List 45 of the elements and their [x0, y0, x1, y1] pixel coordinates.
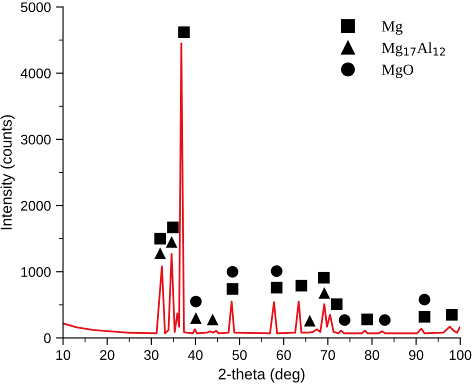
point: [318, 287, 330, 299]
legend-label: MgO: [382, 64, 414, 78]
point: [296, 280, 308, 292]
point: [270, 282, 282, 294]
y-tick-label: 1000: [21, 267, 51, 277]
y-tick-label: 4000: [20, 68, 51, 78]
x-tick-label: 40: [188, 350, 203, 360]
y-tick-label: 2000: [21, 200, 51, 211]
legend-label: Mg$_{17}$Al$_{12}$: [382, 42, 445, 56]
point: [154, 247, 166, 260]
point: [226, 266, 238, 278]
x-tick-label: 100: [450, 350, 472, 360]
legend-label: Mg: [382, 21, 403, 35]
x-tick-label: 70: [320, 350, 336, 360]
x-tick-label: 60: [276, 350, 291, 360]
point: [330, 298, 342, 310]
point: [206, 314, 218, 326]
x-tick-label: 80: [364, 350, 380, 360]
point: [154, 232, 166, 244]
y-tick-label: 0: [44, 333, 51, 344]
point: [378, 314, 391, 326]
point: [318, 272, 330, 284]
point: [166, 236, 178, 248]
point: [190, 312, 202, 324]
x-tick-label: 10: [56, 350, 70, 360]
point: [418, 294, 430, 306]
x-tick-label: 90: [409, 350, 424, 360]
point: [270, 265, 282, 277]
y-tick-label: 3000: [20, 134, 51, 145]
point: [190, 296, 202, 308]
point: [418, 310, 430, 323]
x-tick-label: 50: [232, 350, 247, 360]
point: [178, 26, 190, 38]
point: [446, 308, 458, 321]
point: [304, 314, 316, 327]
x-axis-title: 2-theta (deg): [218, 368, 304, 382]
point: [338, 314, 350, 326]
y-axis-title: Intensity (counts): [0, 115, 15, 230]
y-tick-label: 5000: [20, 2, 51, 12]
x-tick-label: 30: [144, 350, 158, 360]
point: [361, 314, 373, 326]
line-series: [63, 42, 460, 334]
point: [167, 222, 179, 234]
point: [226, 283, 238, 295]
x-tick-label: 20: [100, 350, 114, 360]
